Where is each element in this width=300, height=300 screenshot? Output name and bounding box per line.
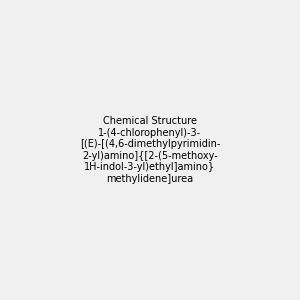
Text: Chemical Structure
1-(4-chlorophenyl)-3-
[(E)-[(4,6-dimethylpyrimidin-
2-yl)amin: Chemical Structure 1-(4-chlorophenyl)-3-… bbox=[80, 116, 220, 184]
